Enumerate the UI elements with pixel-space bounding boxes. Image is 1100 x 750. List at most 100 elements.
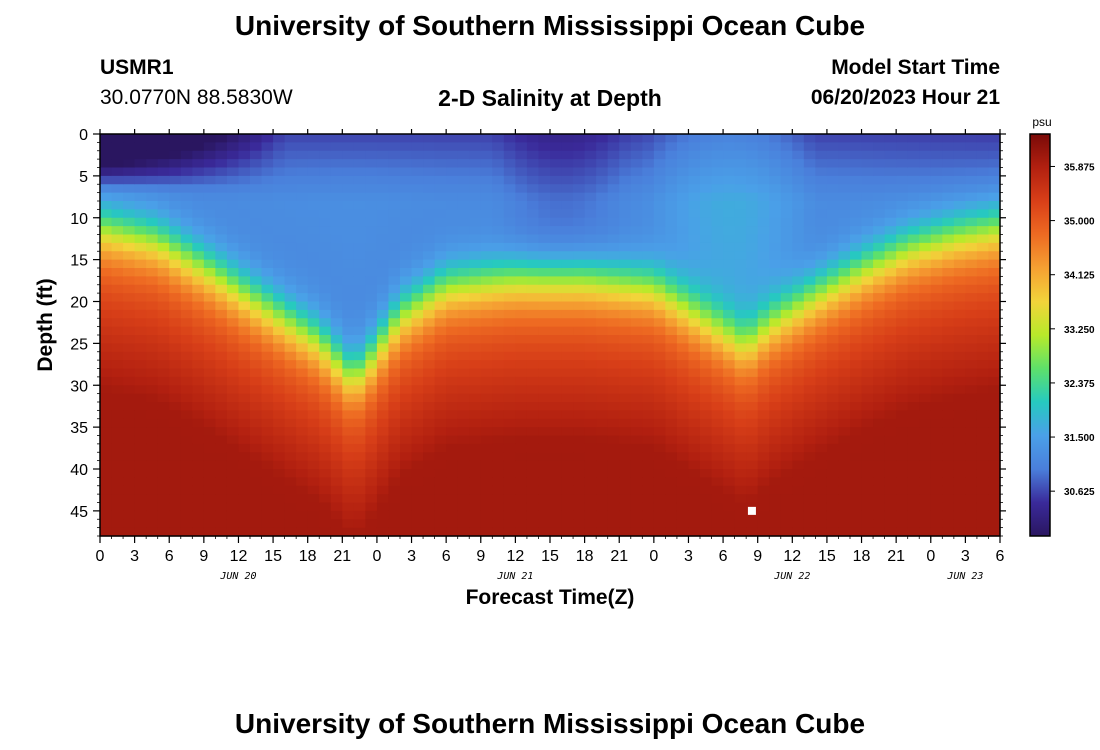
heatmap-cell (988, 309, 1001, 319)
heatmap-cell (100, 201, 113, 210)
heatmap-cell (400, 485, 413, 495)
heatmap-cell (180, 469, 193, 478)
heatmap-cell (861, 242, 874, 252)
heatmap-cell (619, 209, 632, 219)
heatmap-cell (826, 527, 840, 537)
heatmap-cell (642, 410, 655, 420)
heatmap-cell (688, 167, 701, 177)
heatmap-cell (688, 410, 701, 420)
heatmap-cell (907, 318, 920, 328)
heatmap-cell (976, 217, 990, 227)
heatmap-cell (400, 150, 413, 160)
heatmap-cell (423, 209, 436, 219)
heatmap-cell (284, 284, 297, 294)
heatmap-cell (711, 284, 724, 294)
heatmap-cell (330, 318, 343, 328)
heatmap-cell (457, 385, 470, 395)
x-tick-label: 21 (610, 548, 628, 565)
heatmap-cell (630, 209, 643, 219)
heatmap-cell (561, 351, 574, 361)
heatmap-cell (296, 477, 309, 487)
heatmap-cell (169, 268, 182, 277)
heatmap-cell (930, 460, 943, 470)
heatmap-cell (861, 343, 874, 353)
heatmap-cell (584, 301, 597, 311)
heatmap-cell (873, 150, 886, 160)
heatmap-cell (526, 226, 540, 236)
heatmap-cell (388, 502, 401, 512)
heatmap-cell (215, 393, 228, 403)
heatmap-cell (561, 376, 574, 386)
heatmap-cell (653, 251, 666, 261)
heatmap-cell (676, 309, 690, 319)
heatmap-cell (492, 368, 505, 378)
heatmap-cell (307, 343, 320, 353)
heatmap-cell (434, 494, 447, 504)
heatmap-cell (792, 376, 805, 386)
heatmap-cell (400, 402, 413, 411)
heatmap-cell (838, 209, 851, 219)
heatmap-cell (896, 485, 909, 495)
heatmap-cell (273, 142, 286, 152)
heatmap-cell (734, 309, 747, 319)
heatmap-cell (319, 360, 332, 370)
heatmap-cell (515, 134, 528, 143)
heatmap-cell (607, 184, 620, 194)
heatmap-cell (873, 402, 886, 411)
heatmap-cell (411, 242, 424, 252)
heatmap-cell (723, 268, 736, 277)
colorbar-tick-label: 34.125 (1064, 271, 1095, 282)
heatmap-cell (561, 326, 574, 336)
heatmap-cell (746, 284, 759, 294)
heatmap-cell (550, 175, 563, 185)
heatmap-cell (792, 175, 805, 185)
heatmap-cell (746, 510, 759, 520)
heatmap-cell (376, 385, 390, 395)
heatmap-cell (896, 368, 909, 378)
heatmap-cell (203, 234, 216, 244)
heatmap-cell (907, 343, 920, 353)
heatmap-cell (284, 184, 297, 194)
heatmap-cell (111, 201, 124, 210)
heatmap-cell (711, 242, 724, 252)
heatmap-cell (700, 293, 713, 303)
heatmap-cell (342, 502, 355, 512)
heatmap-cell (215, 184, 228, 194)
heatmap-cell (492, 226, 505, 236)
heatmap-cell (330, 175, 343, 185)
heatmap-cell (607, 284, 620, 294)
heatmap-cell (723, 502, 736, 512)
heatmap-cell (319, 192, 332, 202)
heatmap-cell (965, 184, 978, 194)
heatmap-cell (630, 284, 643, 294)
heatmap-cell (238, 527, 251, 537)
heatmap-cell (700, 142, 713, 152)
heatmap-cell (607, 351, 620, 361)
heatmap-cell (261, 335, 274, 344)
heatmap-cell (180, 485, 193, 495)
heatmap-cell (226, 268, 240, 277)
heatmap-cell (573, 192, 586, 202)
heatmap-cell (515, 150, 528, 160)
heatmap-cell (250, 142, 263, 152)
heatmap-cell (550, 134, 563, 143)
heatmap-cell (146, 360, 159, 370)
heatmap-cell (307, 234, 320, 244)
heatmap-cell (469, 192, 482, 202)
heatmap-cell (792, 368, 805, 378)
heatmap-cell (192, 443, 205, 453)
heatmap-cell (953, 410, 966, 420)
heatmap-cell (953, 435, 966, 445)
heatmap-cell (515, 167, 528, 177)
heatmap-cell (296, 410, 309, 420)
heatmap-cell (446, 234, 459, 244)
heatmap-cell (492, 527, 505, 537)
heatmap-cell (584, 376, 597, 386)
heatmap-cell (676, 242, 690, 252)
heatmap-cell (111, 443, 124, 453)
heatmap-cell (365, 469, 378, 478)
heatmap-cell (388, 469, 401, 478)
heatmap-cell (457, 402, 470, 411)
heatmap-cell (826, 410, 840, 420)
heatmap-cell (457, 142, 470, 152)
